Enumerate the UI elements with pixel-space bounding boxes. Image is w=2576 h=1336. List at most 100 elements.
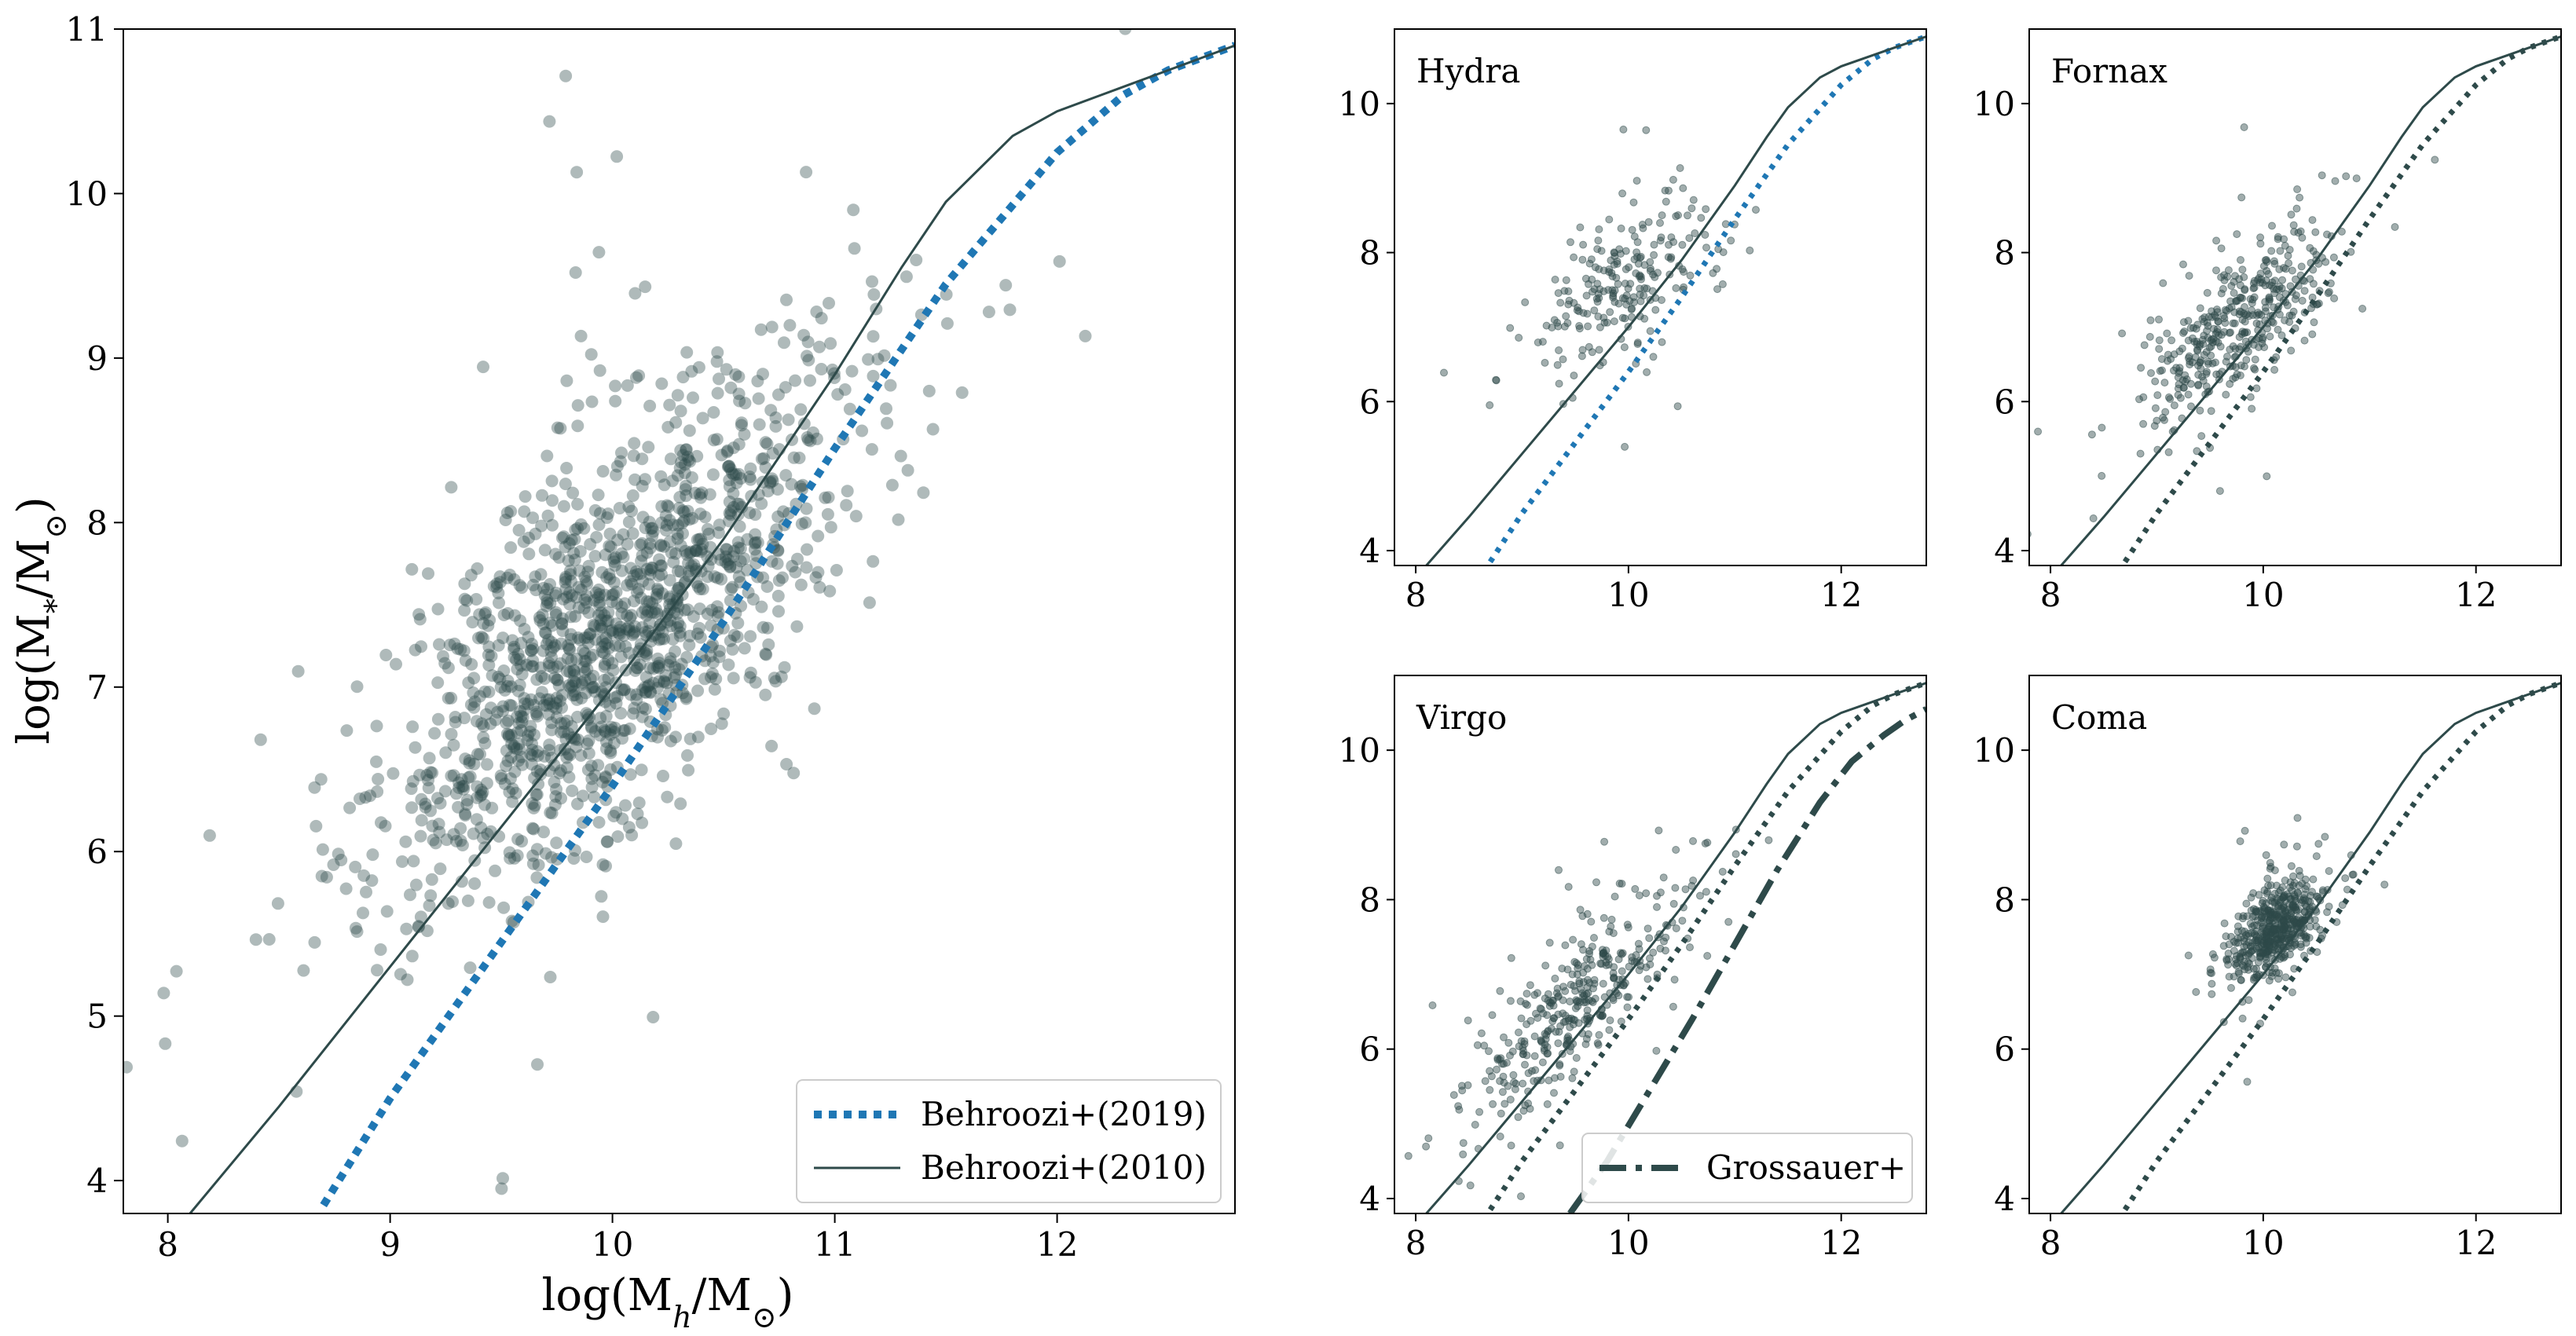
scatter-point [438,785,452,798]
scatter-point [524,719,537,733]
scatter-point [495,1182,508,1195]
scatter-point [667,555,680,569]
scatter-point [360,885,372,899]
scatter-point [1606,1016,1614,1025]
scatter-point [596,465,610,478]
scatter-point [652,675,665,688]
scatter-point [772,605,785,618]
scatter-point [2270,257,2278,265]
scatter-point [1079,329,1092,342]
scatter-point [2167,336,2176,345]
scatter-point [2256,240,2265,248]
scatter-point [705,667,719,680]
scatter-point [545,474,559,488]
scatter-point [603,700,617,712]
scatter-point [2164,357,2172,365]
scatter-point [613,639,626,653]
scatter-point [598,688,611,701]
scatter-point [824,521,837,534]
scatter-point [542,708,555,721]
scatter-point [615,600,628,613]
scatter-point [1651,306,1660,314]
scatter-point [840,499,853,512]
scatter-point [531,745,544,758]
scatter-point [1583,910,1592,918]
scatter-point [500,571,514,584]
scatter-point [549,606,562,619]
scatter-point [665,452,677,466]
scatter-point [1501,1100,1509,1108]
scatter-point [526,660,539,673]
scatter-point [789,374,802,387]
scatter-point [2296,895,2305,904]
scatter-point [917,486,930,500]
scatter-point [455,875,468,888]
scatter-point [676,371,690,384]
scatter-point [698,654,712,668]
scatter-point [462,676,475,690]
scatter-point [2206,965,2215,974]
scatter-point [2238,265,2247,274]
scatter-point [1554,1039,1563,1048]
scatter-point [603,540,616,553]
scatter-point [508,765,522,778]
scatter-point [1618,967,1626,975]
scatter-point [478,737,492,750]
scatter-point [1119,29,1132,35]
scatter-point [642,441,655,454]
scatter-point [2227,282,2236,290]
scatter-point [518,490,532,503]
scatter-point [2306,904,2314,913]
legend-label: Behroozi+(2010) [921,1148,1207,1187]
scatter-point [1669,1002,1677,1011]
scatter-point [2274,232,2282,241]
scatter-point [554,657,567,670]
scatter-point [448,637,461,650]
scatter-point [582,559,595,573]
scatter-point [808,702,821,716]
scatter-point [510,653,523,666]
scatter-point [548,759,561,772]
main-xlabel: log(Mh/M⊙) [541,1270,793,1334]
scatter-point [630,586,643,599]
scatter-point [2259,949,2267,957]
scatter-point [2263,472,2271,481]
scatter-point [588,594,601,607]
scatter-point [2329,253,2338,262]
scatter-point [1577,352,1586,361]
scatter-point [613,624,626,637]
scatter-point [674,539,687,552]
scatter-point [447,828,460,841]
scatter-point [797,328,811,342]
legend-label: Behroozi+(2019) [921,1095,1207,1133]
scatter-point [2136,449,2145,458]
scatter-point [543,764,556,778]
scatter-point [1573,970,1581,979]
scatter-point [2179,260,2187,269]
scatter-point [1545,939,1554,947]
scatter-point [555,792,567,805]
scatter-point [2222,932,2230,941]
scatter-point [465,657,478,671]
scatter-point [644,686,658,699]
scatter-point [544,971,557,983]
scatter-point [2153,391,2162,400]
scatter-point [464,698,478,712]
series-grossauer [1567,706,1926,1213]
scatter-point [2318,932,2326,940]
scatter-point [1597,960,1606,968]
scatter-point [2226,379,2234,388]
panels: 8 9 10 11 124567891011Behroozi+(2019)Behrooz… [66,10,2562,1264]
scatter-point [568,664,581,678]
scatter-point [678,506,691,518]
scatter-point [525,758,538,770]
scatter-point [531,709,544,723]
y-tick-label: 4 [1359,1180,1380,1218]
scatter-point [673,491,687,503]
scatter-point [1517,1014,1526,1023]
scatter-point [522,531,535,544]
scatter-point [1556,1072,1565,1081]
scatter-point [563,749,577,762]
scatter-point [2391,223,2399,231]
scatter-point [614,628,626,641]
